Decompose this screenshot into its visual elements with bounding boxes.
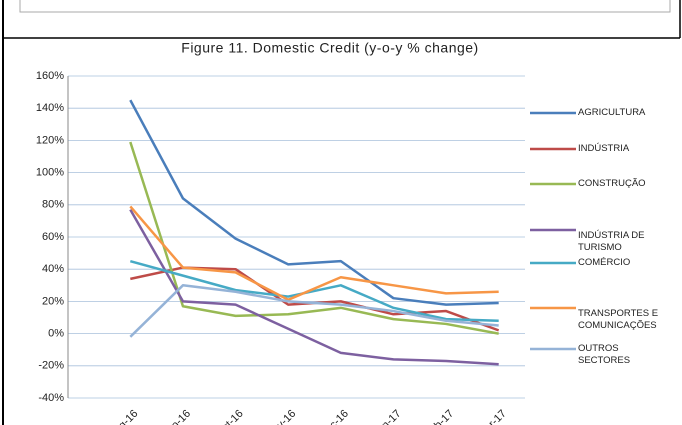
y-tick-label: 60%: [42, 231, 64, 243]
x-tick-label: Sep-16: [160, 408, 194, 425]
x-tick-label: Aug-16: [107, 408, 141, 425]
series-line: [129, 284, 499, 338]
series-line: [129, 99, 499, 306]
x-tick-label: Nov-16: [265, 408, 299, 425]
y-tick-label: 100%: [36, 167, 64, 179]
x-tick-label: Dec-16: [317, 408, 351, 425]
y-tick-label: -40%: [38, 392, 64, 404]
text-box: [19, 0, 671, 13]
chart-title: Figure 11. Domestic Credit (y-o-y % chan…: [181, 40, 478, 56]
y-tick-label: 80%: [42, 199, 64, 211]
series-line: [129, 205, 499, 302]
legend-label: OUTROS SECTORES: [578, 343, 631, 366]
legend-label: COMÉRCIO: [578, 257, 631, 268]
y-tick-label: 140%: [36, 102, 64, 114]
series-line: [129, 141, 499, 335]
y-tick-label: 160%: [36, 70, 64, 82]
x-tick-label: Feb-17: [423, 408, 456, 425]
legend-label: INDÚSTRIA: [578, 143, 630, 154]
legend-label: INDÚSTRIA DE TURISMO: [578, 230, 645, 253]
y-tick-label: 20%: [42, 295, 64, 307]
series-line: [129, 209, 499, 366]
y-tick-label: 40%: [42, 263, 64, 275]
legend-label: AGRICULTURA: [578, 107, 646, 118]
x-tick-label: Mar-17: [476, 408, 509, 425]
y-tick-label: 120%: [36, 134, 64, 146]
y-tick-label: -20%: [38, 360, 64, 372]
legend-label: CONSTRUÇÃO: [578, 178, 646, 189]
legend-label: TRANSPORTES E COMUNICAÇÕES: [578, 308, 659, 331]
series-line: [129, 259, 499, 322]
x-tick-label: Oct-16: [214, 408, 246, 425]
x-tick-label: Jan-17: [371, 408, 403, 425]
y-tick-label: 0%: [48, 328, 64, 340]
